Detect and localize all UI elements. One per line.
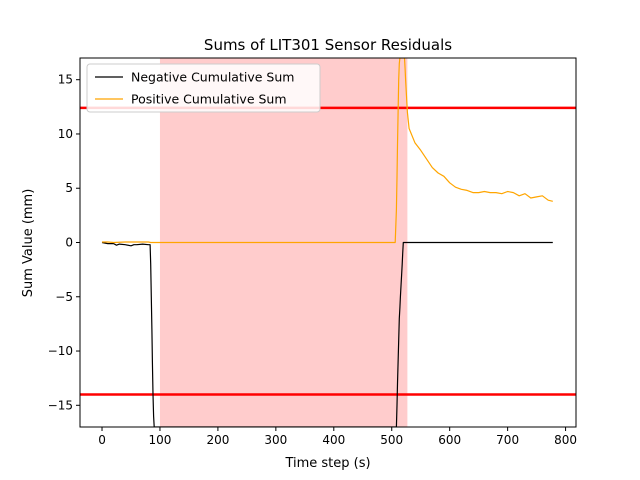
y-tick-label: 5: [65, 181, 73, 195]
y-tick-label: 10: [58, 127, 73, 141]
y-axis-label: Sum Value (mm): [21, 189, 36, 298]
y-tick-label: −10: [48, 344, 73, 358]
x-tick-label: 700: [496, 433, 519, 447]
x-tick-label: 0: [98, 433, 106, 447]
legend-label: Negative Cumulative Sum: [131, 70, 294, 85]
legend-label: Positive Cumulative Sum: [131, 92, 287, 107]
x-tick-label: 500: [380, 433, 403, 447]
y-tick-label: 15: [58, 73, 73, 87]
x-axis-label: Time step (s): [284, 456, 370, 471]
x-tick-label: 200: [206, 433, 229, 447]
y-tick-label: −5: [55, 290, 73, 304]
series-group: [101, 58, 553, 427]
series-line-positive-cumsum: [102, 58, 553, 244]
y-tick-label: 0: [65, 236, 73, 250]
chart-title: Sums of LIT301 Sensor Residuals: [204, 36, 452, 54]
legend-box: [86, 63, 321, 113]
plot-area: 0 100 200 300 400 500 600 700 800 −15 −10 −5 0 5 10 15: [48, 57, 577, 447]
x-tick-label: 600: [438, 433, 461, 447]
x-tick-label: 800: [554, 433, 577, 447]
series-line-negative-cumsum: [101, 241, 553, 427]
y-tick-label: −15: [48, 398, 73, 412]
x-tick-label: 400: [322, 433, 345, 447]
x-tick-label: 100: [149, 433, 172, 447]
x-tick-label: 300: [264, 433, 287, 447]
legend: Negative Cumulative Sum Positive Cumulati…: [86, 63, 321, 113]
